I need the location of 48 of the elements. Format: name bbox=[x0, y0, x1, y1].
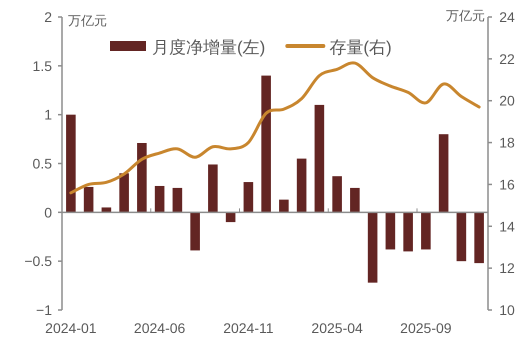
bar bbox=[314, 104, 324, 212]
bar bbox=[226, 212, 236, 222]
x-tick-label: 2025-04 bbox=[311, 320, 364, 336]
bar bbox=[244, 182, 254, 212]
line-series bbox=[69, 61, 481, 194]
bar bbox=[332, 176, 342, 212]
y2-tick-label: 16 bbox=[499, 176, 515, 192]
y2-tick-label: 10 bbox=[499, 302, 515, 318]
bar bbox=[208, 164, 218, 212]
legend-label: 月度净增量(左) bbox=[152, 38, 266, 57]
legend-label: 存量(右) bbox=[329, 38, 392, 57]
x-tick-label: 2024-01 bbox=[45, 320, 97, 336]
y2-tick-label: 20 bbox=[499, 92, 515, 109]
bar bbox=[296, 158, 306, 212]
x-tick-label: 2024-11 bbox=[223, 320, 274, 336]
y-tick-label: −0.5 bbox=[24, 253, 52, 270]
y-axis-title: 万亿元 bbox=[68, 13, 107, 28]
bar bbox=[66, 114, 76, 212]
bar bbox=[137, 142, 147, 212]
x-tick-label: 2025-09 bbox=[400, 320, 452, 336]
bar bbox=[386, 212, 396, 250]
x-tick-label: 2024-06 bbox=[134, 320, 186, 336]
bar bbox=[279, 200, 289, 212]
bar bbox=[172, 188, 182, 212]
y-tick-label: 1.5 bbox=[32, 58, 52, 74]
bar bbox=[368, 212, 378, 283]
y2-tick-label: 18 bbox=[499, 134, 515, 151]
y2-axis-title: 万亿元 bbox=[446, 8, 485, 23]
bar bbox=[261, 76, 271, 212]
y2-tick-label: 22 bbox=[499, 50, 515, 67]
y-tick-label: 1 bbox=[44, 106, 52, 123]
bar bbox=[421, 212, 431, 250]
y-tick-label: 0 bbox=[44, 204, 52, 220]
y-tick-label: −1 bbox=[36, 302, 52, 318]
y2-tick-label: 12 bbox=[499, 260, 515, 276]
y2-tick-label: 24 bbox=[499, 9, 515, 25]
bar bbox=[350, 188, 360, 212]
bar bbox=[403, 212, 413, 252]
y-tick-label: 0.5 bbox=[32, 156, 52, 172]
bar bbox=[119, 173, 129, 212]
bar bbox=[438, 134, 448, 212]
bar bbox=[190, 212, 200, 250]
y2-tick-label: 14 bbox=[499, 218, 515, 234]
bar bbox=[456, 212, 466, 262]
bar bbox=[84, 186, 94, 212]
bar bbox=[154, 186, 164, 212]
y-tick-label: 2 bbox=[44, 9, 52, 25]
bar bbox=[474, 212, 484, 264]
